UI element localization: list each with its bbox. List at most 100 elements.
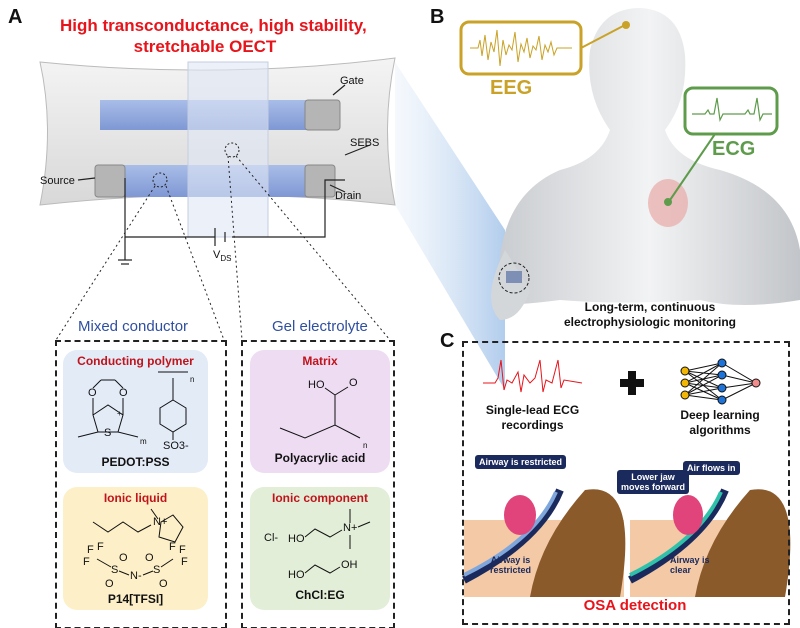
note-line-1: Airway is — [490, 555, 531, 565]
gate-electrode — [304, 99, 341, 131]
atom-s: S — [104, 427, 112, 439]
pedot-pss-structure — [77, 371, 188, 440]
card-title: Ionic component — [272, 491, 368, 505]
monitoring-caption: Long-term, continuous electrophysiologic… — [540, 300, 760, 330]
card-name: P14[TFSI] — [107, 592, 164, 606]
vds-subscript: DS — [220, 254, 232, 264]
atom-f-1: F — [87, 544, 94, 556]
neural-network-icon — [680, 358, 761, 405]
drain-electrode — [304, 164, 336, 198]
panel-a-title: High transconductance, high stability, s… — [60, 15, 367, 57]
lower-jaw-bubble: Lower jaw moves forward — [617, 470, 690, 494]
source-electrode — [94, 164, 126, 198]
atom-so3-minus: SO3- — [163, 440, 189, 452]
eeg-label: EEG — [490, 77, 533, 99]
ecg-box — [683, 86, 779, 136]
chloride-ion: Cl- — [264, 532, 279, 544]
note-line-2: clear — [670, 565, 692, 575]
sebs-label: SEBS — [350, 137, 380, 149]
sleeping-head-clear — [628, 488, 791, 597]
wearable-device — [506, 271, 522, 283]
atom-n-plus: N+ — [343, 522, 358, 534]
deep-learning-label: Deep learning algorithms — [665, 408, 775, 438]
title-line-1: High transconductance, high stability, — [60, 16, 367, 35]
caption-line-1: Long-term, continuous — [584, 300, 716, 314]
gel-electrolyte-heading: Gel electrolyte — [272, 318, 368, 335]
label-line-1: Deep learning — [680, 408, 760, 422]
atom-o-2: O — [119, 387, 128, 399]
eeg-wave — [470, 29, 572, 67]
atom-f-2: F — [97, 541, 104, 553]
human-body — [498, 8, 800, 305]
bubble-line-2: moves forward — [621, 482, 686, 492]
drain-label: Drain — [335, 190, 362, 202]
atom-o-2: O — [105, 578, 114, 590]
card-name: Polyacrylic acid — [274, 451, 366, 465]
source-label: Source — [40, 175, 75, 187]
circuit-wires — [77, 84, 371, 265]
gate-label: Gate — [340, 75, 364, 87]
sleeping-head-restricted — [462, 488, 626, 597]
ecg-wave — [692, 97, 772, 123]
atom-o-1: O — [119, 552, 128, 564]
airway-clear-note: Airway is clear — [670, 555, 710, 575]
atom-f-4: F — [169, 541, 176, 553]
matrix-card: Matrix HO O n Polyacrylic acid — [250, 350, 390, 473]
ionic-liquid-card: Ionic liquid N+ F F F S O O N- S O O F F… — [63, 487, 208, 610]
atom-ho: HO — [308, 379, 325, 391]
ecg-recording-wave — [483, 359, 583, 393]
ionic-component-card: Ionic component Cl- HO N+ HO OH ChCl:EG — [250, 487, 390, 610]
osa-detection-label: OSA detection — [583, 597, 687, 614]
polyacrylic-acid-structure — [279, 386, 361, 439]
panel-label-b: B — [430, 6, 445, 28]
card-name: PEDOT:PSS — [101, 455, 170, 469]
note-line-2: restricted — [490, 565, 532, 575]
atom-n-minus: N- — [130, 570, 142, 582]
gel-electrolyte-layer — [187, 61, 269, 238]
airway-restricted-bubble: Airway is restricted — [475, 455, 567, 469]
vds-label: VDS — [213, 249, 231, 263]
airway-restricted-note: Airway is restricted — [490, 555, 531, 575]
atom-o-1: O — [88, 387, 97, 399]
zoom-beam — [395, 62, 505, 390]
atom-oh: OH — [341, 559, 358, 571]
bubble-line-1: Lower jaw — [631, 472, 675, 482]
atom-s-1: S — [111, 564, 119, 576]
card-title: Conducting polymer — [77, 354, 194, 368]
subscript-n: n — [190, 375, 195, 384]
atom-f-3: F — [83, 556, 90, 568]
title-line-2: stretchable OECT — [133, 37, 277, 56]
p14-tfsi-structure — [92, 508, 184, 576]
callout-lines — [55, 155, 391, 341]
atom-f-6: F — [181, 556, 188, 568]
plus-icon — [620, 371, 644, 395]
atom-ho-1: HO — [288, 533, 305, 545]
atom-o: O — [349, 377, 358, 389]
atom-n-plus: N+ — [153, 516, 168, 528]
conducting-polymer-card: Conducting polymer O O S + m n SO3- PEDO… — [63, 350, 208, 473]
vds-v: V — [213, 249, 221, 261]
wearable-device-callout — [498, 262, 530, 294]
air-flows-in-bubble: Air flows in — [683, 461, 740, 475]
electrolyte-callout — [224, 142, 240, 158]
atom-s-2: S — [153, 564, 161, 576]
arm — [491, 250, 530, 320]
subscript-n: n — [363, 441, 368, 450]
ecg-label: ECG — [712, 138, 756, 160]
note-line-1: Airway is — [670, 555, 710, 565]
label-line-1: Single-lead ECG — [485, 403, 580, 417]
ecg-recordings-label: Single-lead ECG recordings — [470, 403, 595, 433]
atom-o-4: O — [159, 578, 168, 590]
panel-label-a: A — [8, 6, 23, 28]
card-name: ChCl:EG — [295, 588, 345, 602]
label-line-2: recordings — [501, 418, 564, 432]
card-title: Matrix — [302, 354, 338, 368]
chcl-eg-structure — [304, 509, 371, 574]
caption-line-2: electrophysiologic monitoring — [563, 315, 736, 329]
panel-c-box — [462, 341, 790, 625]
atom-f-5: F — [179, 544, 186, 556]
atom-o-3: O — [145, 552, 154, 564]
subscript-m: m — [140, 437, 147, 446]
panel-label-c: C — [440, 330, 455, 352]
